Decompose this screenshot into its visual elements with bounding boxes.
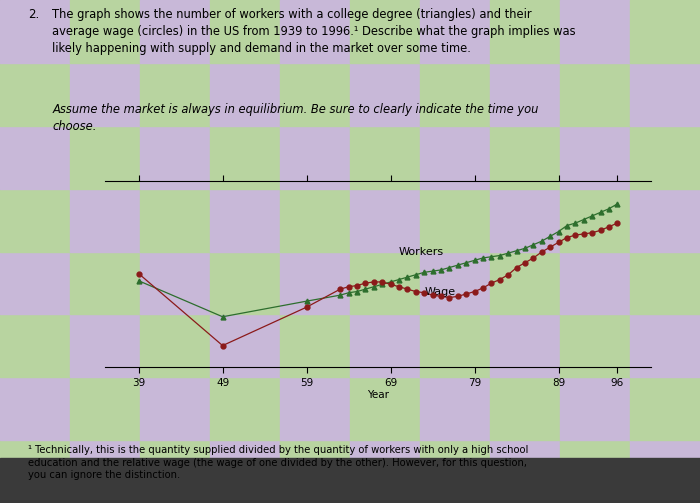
Bar (560, 314, 630, 377)
Bar (350, 314, 420, 377)
Bar (350, 63, 420, 126)
Bar (0, 0, 70, 63)
Bar (420, 189, 490, 252)
Bar (0, 126, 70, 189)
Bar (350, 440, 420, 503)
Bar (210, 63, 280, 126)
Bar (420, 63, 490, 126)
Bar (140, 63, 210, 126)
Bar (70, 377, 140, 440)
Bar (490, 63, 560, 126)
Bar (0, 252, 70, 314)
Text: 2.: 2. (28, 8, 39, 21)
Bar (630, 314, 700, 377)
Bar (560, 440, 630, 503)
Bar (490, 189, 560, 252)
Bar (630, 189, 700, 252)
Bar (210, 252, 280, 314)
Bar (140, 377, 210, 440)
Bar (0, 314, 70, 377)
Bar (140, 252, 210, 314)
Bar (560, 252, 630, 314)
Bar (630, 377, 700, 440)
Text: Workers: Workers (399, 247, 444, 257)
Bar (210, 126, 280, 189)
Bar (140, 314, 210, 377)
Bar (560, 0, 630, 63)
Bar (490, 314, 560, 377)
Bar (490, 0, 560, 63)
Bar (630, 126, 700, 189)
Bar (70, 0, 140, 63)
Bar (70, 189, 140, 252)
Text: Assume the market is always in equilibrium. Be sure to clearly indicate the time: Assume the market is always in equilibri… (52, 103, 539, 133)
Bar (210, 314, 280, 377)
Bar (560, 189, 630, 252)
Bar (280, 0, 350, 63)
Bar (350, 377, 420, 440)
Bar (560, 126, 630, 189)
Bar (140, 0, 210, 63)
Bar (70, 63, 140, 126)
Bar (140, 189, 210, 252)
Bar (0, 189, 70, 252)
Bar (0, 440, 70, 503)
Bar (140, 126, 210, 189)
Bar (70, 440, 140, 503)
Bar (350, 126, 420, 189)
Bar (420, 0, 490, 63)
Bar (280, 440, 350, 503)
Bar (490, 126, 560, 189)
Bar (210, 189, 280, 252)
Bar (420, 252, 490, 314)
Bar (280, 377, 350, 440)
Bar (630, 63, 700, 126)
Bar (70, 252, 140, 314)
Bar (210, 377, 280, 440)
Bar (210, 440, 280, 503)
Bar (630, 440, 700, 503)
Bar (350, 189, 420, 252)
Bar (630, 252, 700, 314)
Bar (140, 440, 210, 503)
Bar (420, 126, 490, 189)
Bar (490, 440, 560, 503)
Bar (490, 252, 560, 314)
Bar (70, 314, 140, 377)
Bar (280, 252, 350, 314)
Bar (420, 377, 490, 440)
Bar (0, 377, 70, 440)
Bar (280, 63, 350, 126)
Text: ¹ Technically, this is the quantity supplied divided by the quantity of workers : ¹ Technically, this is the quantity supp… (28, 445, 528, 480)
Bar (350, 0, 420, 63)
Bar (70, 126, 140, 189)
Bar (0, 63, 70, 126)
Bar (280, 189, 350, 252)
Text: Wage: Wage (424, 287, 455, 297)
Bar (280, 314, 350, 377)
Bar (560, 63, 630, 126)
Bar (560, 377, 630, 440)
Bar (630, 0, 700, 63)
Bar (490, 377, 560, 440)
Bar (420, 440, 490, 503)
Bar (280, 126, 350, 189)
Bar (420, 314, 490, 377)
Bar (0, 458, 700, 503)
Text: The graph shows the number of workers with a college degree (triangles) and thei: The graph shows the number of workers wi… (52, 8, 576, 54)
Bar (350, 252, 420, 314)
Bar (210, 0, 280, 63)
X-axis label: Year: Year (367, 390, 389, 400)
